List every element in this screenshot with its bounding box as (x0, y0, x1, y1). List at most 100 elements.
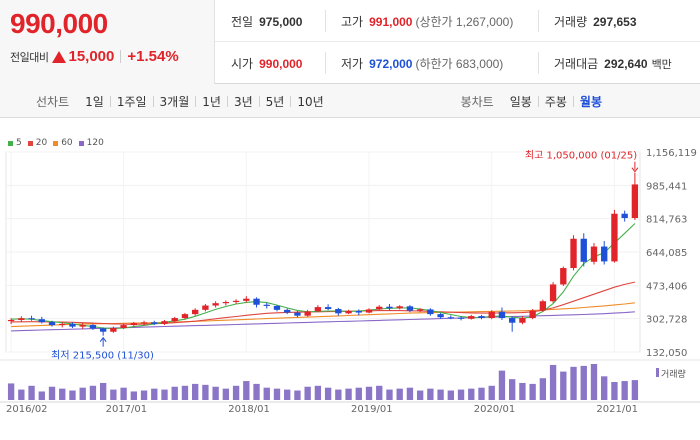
legend-ma20: 20 (27, 138, 48, 148)
candlestick-chart[interactable]: 1,156,119 985,441 814,763 644,085 473,406 302… (0, 118, 700, 440)
candle-body (181, 314, 189, 319)
up-triangle-icon (52, 50, 67, 63)
candle-body (140, 322, 148, 324)
volume-bar (140, 390, 148, 400)
candle-weekly[interactable]: 주봉 (544, 94, 567, 109)
legend-ma120: 120 (78, 138, 104, 148)
candle-body (386, 306, 393, 309)
change-row: 전일대비 15,000 +1.54% (10, 48, 179, 65)
volume-bar (89, 385, 97, 400)
x-tick-label: 2018/01 (228, 404, 270, 415)
stock-chart: 5 20 60 120 1,156,119 985,441 814,763 644,0… (0, 118, 700, 440)
volume-bar (590, 364, 598, 400)
current-price: 990,000 (10, 8, 108, 39)
volume-bar (468, 388, 475, 400)
legend-ma60: 60 (53, 138, 73, 148)
candle-body (314, 307, 322, 312)
volume-bar (79, 387, 86, 400)
volume-bar (611, 382, 618, 400)
candle-body (69, 323, 76, 327)
range-1w[interactable]: 1주일 (116, 94, 147, 109)
quote-header: 990,000 전일대비 15,000 +1.54% 전일 975,000 고가 9… (0, 0, 700, 84)
range-1y[interactable]: 1년 (202, 94, 221, 109)
divider (120, 50, 122, 63)
candle-monthly[interactable]: 월봉 (579, 94, 602, 109)
line-chart-ranges: 선차트 1일 1주일 3개월 1년 3년 5년 10년 (36, 84, 330, 118)
candle-body (621, 213, 628, 219)
candle-body (457, 317, 465, 319)
volume-bar (529, 383, 536, 400)
volume-bar (253, 383, 260, 400)
volume-bar (549, 364, 557, 400)
candle-body (48, 322, 56, 326)
stat-high: 고가 991,000 (상한가 1,267,000) (341, 0, 513, 42)
candle-body (570, 238, 577, 269)
legend-swatch (8, 140, 13, 146)
legend-ma5: 5 (8, 138, 22, 148)
volume-bar (69, 390, 76, 400)
moving-average-ma5 (11, 223, 636, 330)
stat-trade-value: 거래대금 292,640 백만 (554, 42, 672, 84)
stat-label: 고가 (341, 15, 364, 29)
volume-bar (181, 385, 189, 400)
volume-bar (437, 389, 444, 400)
stat-volume: 거래량 297,653 (554, 0, 637, 42)
range-1d[interactable]: 1일 (85, 94, 104, 109)
candle-body (345, 310, 352, 314)
candle-body (294, 312, 301, 316)
range-10y[interactable]: 10년 (297, 94, 324, 109)
range-3y[interactable]: 3년 (233, 94, 253, 109)
y-tick-label: 1,156,119 (646, 148, 697, 159)
volume-bar (406, 387, 414, 400)
volume-bar (48, 386, 56, 400)
volume-bar (263, 387, 270, 400)
max-price-annotation: 최고 1,050,000 (01/25) (525, 150, 637, 162)
stat-low: 저가 972,000 (하한가 683,000) (341, 42, 503, 84)
volume-bar (18, 389, 25, 400)
volume-bar (130, 391, 137, 400)
x-tick-label: 2017/01 (106, 404, 148, 415)
divider (537, 95, 539, 107)
volume-bar (243, 381, 250, 400)
divider (258, 95, 260, 107)
min-arrow-head (99, 336, 107, 343)
legend-label: 60 (61, 138, 73, 148)
volume-bar (416, 390, 424, 400)
stat-value: 292,640 (604, 57, 648, 71)
volume-bar (519, 382, 526, 400)
candle-body (611, 213, 618, 262)
candle-body (120, 325, 127, 328)
stat-value: 972,000 (369, 57, 413, 71)
candle-body (427, 309, 434, 315)
legend-swatch (78, 140, 84, 146)
volume-bar (509, 379, 516, 400)
volume-bar (621, 381, 628, 400)
volume-bar (28, 385, 35, 400)
stat-label: 전일 (231, 15, 254, 29)
volume-bar (601, 376, 608, 400)
volume-bar (110, 389, 117, 400)
candle-body (539, 301, 547, 311)
candle-body (222, 302, 230, 304)
range-5y[interactable]: 5년 (265, 94, 285, 109)
range-3m[interactable]: 3개월 (159, 94, 190, 109)
candle-chart-title: 봉차트 (460, 94, 494, 109)
legend-swatch (53, 140, 59, 146)
divider (109, 95, 111, 107)
candle-body (468, 316, 475, 319)
candle-body (171, 318, 178, 322)
legend-label: 20 (35, 138, 48, 148)
stats-row-1: 전일 975,000 고가 991,000 (상한가 1,267,000) 거래량 29… (215, 0, 700, 42)
volume-bar (232, 385, 240, 400)
candle-daily[interactable]: 일봉 (509, 94, 532, 109)
volume-bar (171, 386, 178, 400)
change-amount: 15,000 (68, 48, 115, 65)
y-tick-label: 473,406 (646, 281, 687, 292)
candle-body (335, 309, 342, 314)
volume-bar (335, 389, 342, 400)
candle-body (631, 184, 639, 219)
volume-bar (222, 388, 230, 400)
candle-body (447, 317, 454, 319)
divider (572, 95, 574, 107)
stat-label: 거래대금 (554, 57, 599, 71)
